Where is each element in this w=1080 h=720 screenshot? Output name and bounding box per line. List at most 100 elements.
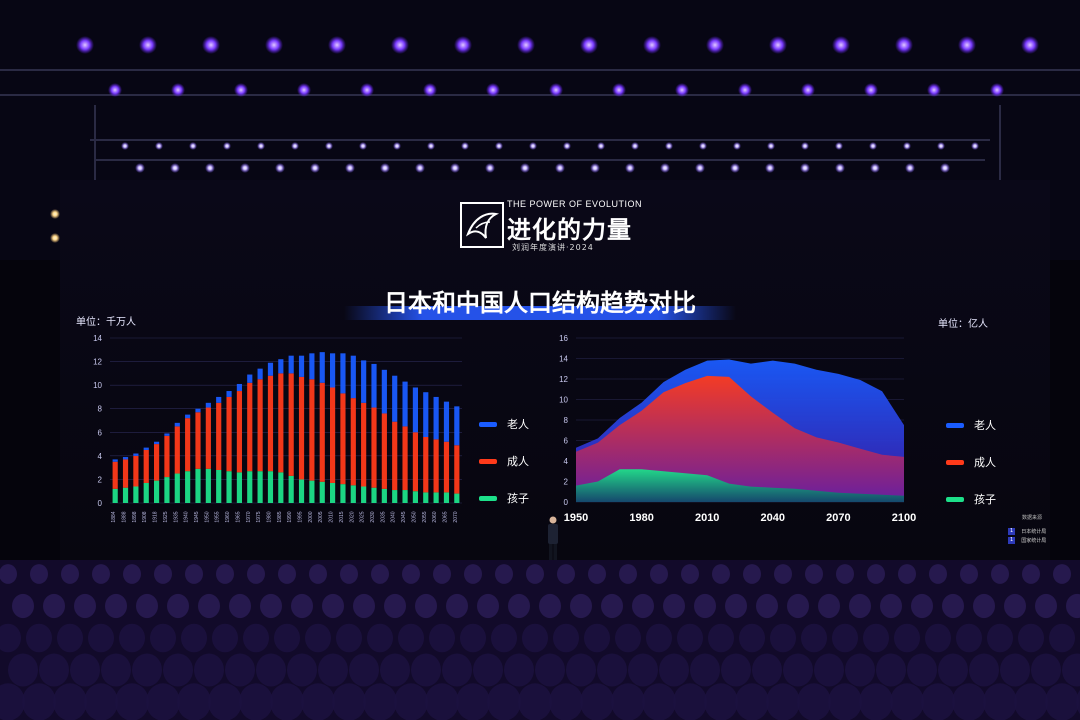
bar-elderly	[402, 381, 408, 427]
bar-children	[330, 482, 336, 503]
y-tick-label: 12	[93, 358, 102, 367]
y-tick-label: 14	[93, 334, 102, 343]
stage-light-icon	[265, 36, 283, 54]
audience-head	[863, 623, 889, 653]
bar-adults	[174, 426, 180, 474]
audience-head	[597, 653, 627, 687]
audience-head	[491, 623, 517, 653]
audience-head	[673, 683, 707, 720]
bar-adults	[112, 461, 118, 489]
bar-adults	[205, 407, 211, 469]
stage-light-icon	[580, 36, 598, 54]
audience-head	[646, 623, 672, 653]
x-tick-label: 1908	[142, 511, 148, 522]
audience	[0, 560, 1080, 720]
stage-light-icon	[563, 142, 571, 150]
bar-elderly	[143, 447, 149, 450]
bar-children	[392, 490, 398, 503]
stage-light-icon	[769, 36, 787, 54]
audience-head	[522, 623, 548, 653]
bar-adults	[154, 444, 160, 481]
bar-elderly	[278, 359, 284, 374]
audience-head	[925, 623, 951, 653]
audience-head	[942, 593, 964, 619]
stage-light-icon	[958, 36, 976, 54]
area-adults	[576, 375, 904, 502]
bar-elderly	[154, 441, 160, 445]
bar-elderly	[309, 353, 315, 380]
bar-elderly	[319, 352, 325, 383]
bar-adults	[257, 379, 263, 472]
audience-head	[487, 683, 521, 720]
stage-light-icon	[555, 163, 565, 173]
audience-head	[690, 653, 720, 687]
x-tick-label: 1960	[225, 511, 231, 522]
bar-adults	[195, 412, 201, 469]
x-tick-label: 2045	[401, 511, 407, 522]
bar-adults	[340, 393, 346, 485]
bar-adults	[412, 432, 418, 492]
source-index: 1	[1008, 528, 1016, 535]
bar-children	[423, 492, 429, 503]
stage-light-icon	[869, 142, 877, 150]
audience-head	[229, 593, 251, 619]
audience-head	[402, 564, 420, 584]
x-tick-label: 1980	[266, 511, 272, 522]
stage-light-icon	[835, 142, 843, 150]
audience-head	[557, 564, 575, 584]
stage-light-icon	[393, 142, 401, 150]
x-tick-label: 1955	[215, 511, 221, 522]
y-tick-label: 8	[564, 416, 569, 425]
audience-head	[411, 653, 441, 687]
audience-head	[291, 593, 313, 619]
right-chart-unit: 单位：亿人	[938, 319, 988, 330]
stage-light-icon	[905, 163, 915, 173]
bar-adults	[122, 459, 129, 488]
audience-head	[146, 683, 180, 720]
logo-subtitle: 刘润年度演讲·2024	[512, 243, 594, 252]
stage-light-icon	[971, 142, 979, 150]
audience-head	[584, 623, 610, 653]
stage-light-icon	[461, 142, 469, 150]
bar-children	[164, 477, 170, 503]
audience-head	[8, 653, 38, 687]
audience-head	[566, 653, 596, 687]
audience-head	[460, 623, 486, 653]
bar-adults	[133, 455, 139, 487]
stage-light-icon	[1021, 36, 1039, 54]
stage-light-icon	[360, 83, 374, 97]
audience-head	[770, 623, 796, 653]
audience-head	[363, 683, 397, 720]
audience-head	[456, 683, 490, 720]
logo-emblem	[460, 202, 504, 248]
x-tick-label: 1898	[132, 511, 138, 522]
stage-light-icon	[927, 83, 941, 97]
legend-right-elderly: 老人	[946, 417, 996, 433]
left-chart-unit: 单位：千万人	[76, 317, 136, 328]
audience-head	[349, 653, 379, 687]
y-tick-label: 0	[98, 499, 103, 508]
audience-head	[181, 623, 207, 653]
stage-light-icon	[202, 36, 220, 54]
stage-light-icon	[643, 36, 661, 54]
x-tick-label: 1950	[564, 512, 588, 524]
audience-head	[553, 623, 579, 653]
stage-light-icon	[520, 163, 530, 173]
x-tick-label: 1975	[256, 511, 262, 522]
audience-head	[287, 653, 317, 687]
x-tick-label: 2055	[422, 511, 428, 522]
audience-head	[185, 564, 203, 584]
audience-head	[987, 623, 1013, 653]
bar-elderly	[381, 369, 387, 414]
bar-adults	[381, 413, 387, 489]
audience-head	[340, 564, 358, 584]
x-tick-label: 2040	[391, 511, 397, 522]
stage-light-icon	[380, 163, 390, 173]
audience-head	[353, 593, 375, 619]
x-tick-label: 1995	[298, 511, 304, 522]
audience-head	[384, 593, 406, 619]
audience-head	[150, 623, 176, 653]
stage-light-icon	[835, 163, 845, 173]
bar-children	[433, 492, 439, 503]
